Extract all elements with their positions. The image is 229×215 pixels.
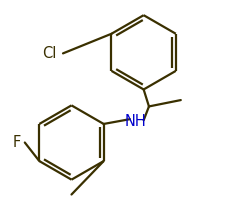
Text: F: F (12, 135, 20, 150)
Text: NH: NH (124, 114, 145, 129)
Text: Cl: Cl (42, 46, 56, 61)
